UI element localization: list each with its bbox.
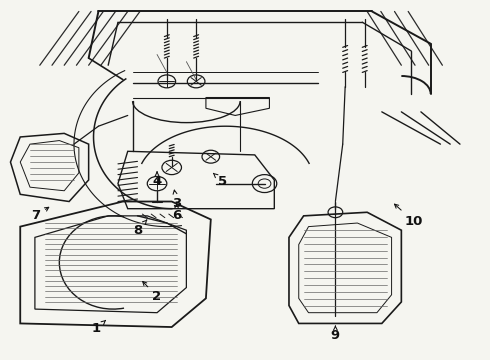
Text: 1: 1 (92, 320, 105, 335)
Text: 3: 3 (172, 190, 181, 210)
Text: 5: 5 (214, 174, 227, 188)
Text: 2: 2 (143, 282, 162, 303)
Text: 7: 7 (31, 207, 49, 222)
Text: 8: 8 (133, 220, 147, 237)
Text: 10: 10 (394, 204, 423, 228)
Text: 6: 6 (172, 204, 181, 222)
Text: 4: 4 (152, 172, 162, 188)
Text: 9: 9 (331, 326, 340, 342)
